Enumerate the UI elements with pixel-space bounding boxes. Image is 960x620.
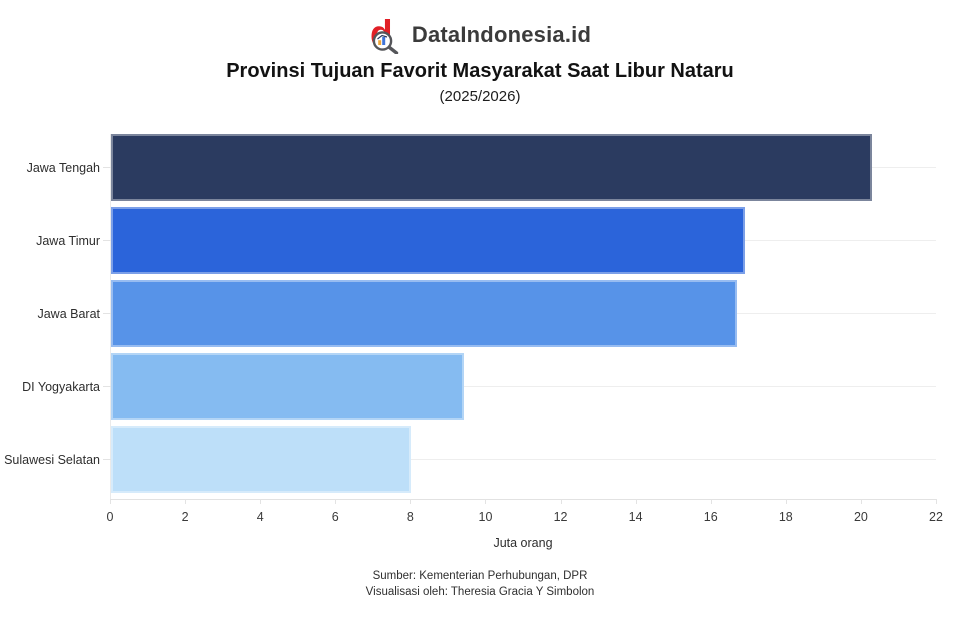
- x-axis-title: Juta orang: [493, 536, 553, 550]
- category-label: Jawa Barat: [37, 306, 100, 321]
- x-tick-label: 22: [929, 510, 943, 524]
- bar-row: DI Yogyakarta: [22, 353, 936, 426]
- dataindonesia-logo-icon: d: [369, 16, 403, 54]
- x-tick-label: 20: [853, 510, 868, 524]
- y-tick-mark: [103, 240, 111, 241]
- x-axis-line: [110, 499, 936, 500]
- x-tick-mark: [260, 499, 262, 504]
- brand-name: DataIndonesia.id: [411, 22, 592, 47]
- bar-jawa-barat: [111, 280, 738, 347]
- bar-row: Jawa Tengah: [27, 134, 936, 207]
- chart-subtitle: (2025/2026): [439, 88, 521, 105]
- bar-di-yogyakarta: [111, 353, 464, 420]
- bar-row: Jawa Barat: [37, 280, 936, 353]
- credit-line: Visualisasi oleh: Theresia Gracia Y Simb…: [365, 585, 595, 598]
- x-tick-label: 8: [406, 510, 414, 524]
- brand-header: d DataIndonesia.id: [0, 15, 960, 55]
- x-tick-mark: [710, 499, 712, 504]
- x-tick-mark: [785, 499, 787, 504]
- plot-area: Jawa Tengah Jawa Timur Jawa Barat DI Yogyak…: [4, 134, 936, 499]
- x-tick-label: 16: [703, 510, 718, 524]
- x-tick-mark: [185, 499, 187, 504]
- bar-row: Sulawesi Selatan: [4, 426, 936, 499]
- source-line: Sumber: Kementerian Perhubungan, DPR: [372, 570, 588, 582]
- x-tick-label: 10: [478, 510, 493, 524]
- x-tick-label: 18: [778, 510, 793, 524]
- y-tick-mark: [103, 167, 111, 168]
- x-tick-label: 4: [256, 510, 264, 524]
- x-tick-mark: [485, 499, 487, 504]
- x-tick-label: 14: [628, 510, 643, 524]
- category-label: Jawa Timur: [36, 233, 100, 248]
- x-tick-mark: [860, 499, 862, 504]
- x-tick-mark: [335, 499, 337, 504]
- category-label: Jawa Tengah: [26, 160, 100, 175]
- x-tick-mark: [635, 499, 637, 504]
- x-tick-label: 2: [181, 510, 189, 524]
- x-tick-label: 12: [553, 510, 568, 524]
- x-tick-mark: [110, 499, 111, 504]
- chart-footer: Sumber: Kementerian Perhubungan, DPR Vis…: [0, 569, 960, 600]
- category-label: Sulawesi Selatan: [4, 452, 100, 467]
- x-tick-mark: [560, 499, 562, 504]
- bar-jawa-tengah: [111, 134, 873, 201]
- bar-sulawesi-selatan: [111, 426, 411, 493]
- x-tick-mark: [410, 499, 412, 504]
- bar-jawa-timur: [111, 207, 745, 274]
- bar-row: Jawa Timur: [36, 207, 936, 280]
- x-tick-mark: [936, 499, 937, 504]
- chart-title: Provinsi Tujuan Favorit Masyarakat Saat …: [226, 60, 734, 82]
- y-tick-mark: [103, 386, 111, 387]
- gridline: [111, 386, 936, 387]
- x-tick-label: 0: [106, 510, 114, 524]
- y-tick-mark: [103, 459, 111, 460]
- y-tick-mark: [103, 313, 111, 314]
- category-label: DI Yogyakarta: [22, 379, 100, 394]
- gridline: [111, 459, 936, 460]
- x-tick-label: 6: [331, 510, 339, 524]
